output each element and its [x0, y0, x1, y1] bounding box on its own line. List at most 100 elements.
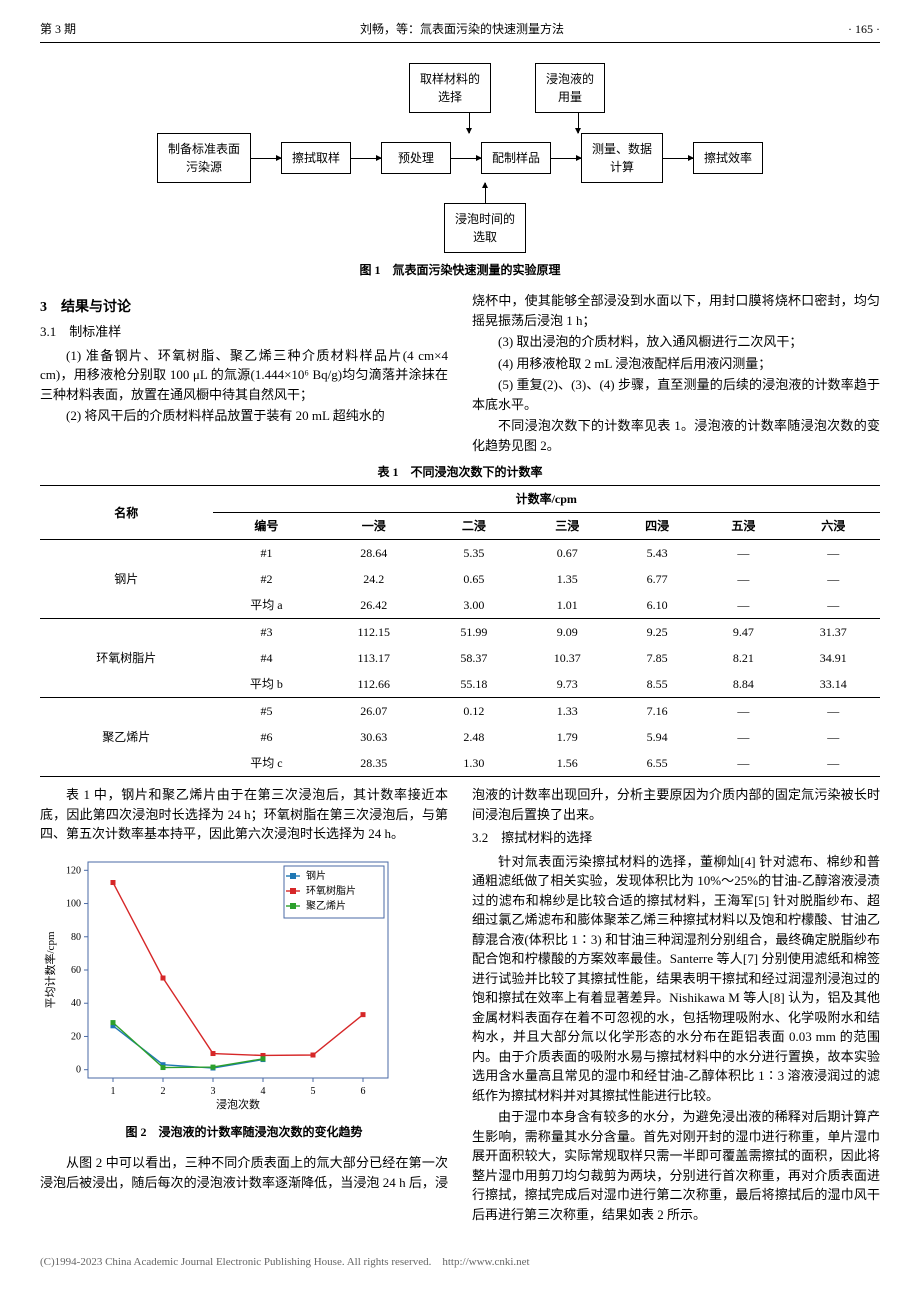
td-cell: 2.48 [427, 724, 520, 750]
td-cell: 平均 a [213, 592, 321, 619]
th-col: 编号 [213, 513, 321, 540]
td-cell: 1.33 [521, 698, 614, 725]
ytick: 120 [66, 865, 81, 876]
th-name: 名称 [40, 486, 213, 540]
td-cell: 1.56 [521, 750, 614, 777]
xtick: 4 [261, 1086, 266, 1097]
ytick: 80 [71, 931, 81, 942]
td-cell: — [787, 750, 880, 777]
xtick: 2 [161, 1086, 166, 1097]
td-cell: #1 [213, 540, 321, 567]
td-cell: — [787, 566, 880, 592]
td-cell: 1.79 [521, 724, 614, 750]
td-cell: 9.25 [614, 619, 700, 646]
td-cell: 0.65 [427, 566, 520, 592]
th-col: 一浸 [320, 513, 427, 540]
page-header: 第 3 期 刘畅，等：氚表面污染的快速测量方法 · 165 · [40, 20, 880, 43]
td-cell: 31.37 [787, 619, 880, 646]
legend-item: 钢片 [306, 869, 326, 882]
td-cell: 6.10 [614, 592, 700, 619]
para: 针对氚表面污染擦拭材料的选择，董柳灿[4] 针对滤布、棉纱和普通粗滤纸做了相关实… [472, 852, 880, 1106]
flow-arrow-up [485, 183, 486, 203]
td-cell: 9.73 [521, 671, 614, 698]
chart-svg: 020406080100120123456浸泡次数平均计数率/cpm钢片环氧树脂… [40, 852, 400, 1112]
td-cell: 58.37 [427, 645, 520, 671]
ylabel: 平均计数率/cpm [43, 931, 57, 1008]
xtick: 6 [361, 1086, 366, 1097]
td-cell: 6.55 [614, 750, 700, 777]
td-cell: 8.55 [614, 671, 700, 698]
xtick: 5 [311, 1086, 316, 1097]
td-cell: #6 [213, 724, 321, 750]
td-cell: — [787, 592, 880, 619]
td-cell: 1.35 [521, 566, 614, 592]
para: (3) 取出浸泡的介质材料，放入通风橱进行二次风干； [472, 332, 880, 352]
td-cell: #3 [213, 619, 321, 646]
para: 烧杯中，使其能够全部浸没到水面以下，用封口膜将烧杯口密封，均匀摇晃振荡后浸泡 1… [472, 291, 880, 330]
td-cell: 112.15 [320, 619, 427, 646]
td-cell: 8.84 [700, 671, 786, 698]
flowchart-fig1: 取样材料的 选择 浸泡液的 用量 制备标准表面 污染源 擦拭取样 预处理 配制样… [40, 63, 880, 253]
th-col: 二浸 [427, 513, 520, 540]
header-center: 刘畅，等：氚表面污染的快速测量方法 [360, 20, 564, 38]
para: 表 1 中，钢片和聚乙烯片由于在第三次浸泡后，其计数率接近本底，因此第四次浸泡时… [40, 785, 448, 844]
td-cell: 0.67 [521, 540, 614, 567]
para: 不同浸泡次数下的计数率见表 1。浸泡液的计数率随浸泡次数的变化趋势见图 2。 [472, 416, 880, 455]
td-cell: #5 [213, 698, 321, 725]
td-cell: 9.47 [700, 619, 786, 646]
td-cell: 5.94 [614, 724, 700, 750]
td-cell: 6.77 [614, 566, 700, 592]
ytick: 100 [66, 898, 81, 909]
td-cell: 5.35 [427, 540, 520, 567]
td-cell: — [700, 750, 786, 777]
footer: (C)1994-2023 China Academic Journal Elec… [40, 1254, 880, 1271]
ytick: 0 [76, 1064, 81, 1075]
flow-arrow [251, 158, 281, 159]
td-cell: 平均 b [213, 671, 321, 698]
td-cell: #2 [213, 566, 321, 592]
td-group: 钢片 [40, 540, 213, 619]
td-cell: 9.09 [521, 619, 614, 646]
td-group: 环氧树脂片 [40, 619, 213, 698]
flow-box: 预处理 [381, 142, 451, 174]
flow-box: 配制样品 [481, 142, 551, 174]
xtick: 1 [111, 1086, 116, 1097]
td-cell: 112.66 [320, 671, 427, 698]
td-cell: 7.85 [614, 645, 700, 671]
td-cell: 1.01 [521, 592, 614, 619]
table1-caption: 表 1 不同浸泡次数下的计数率 [40, 463, 880, 481]
td-cell: — [787, 724, 880, 750]
td-cell: — [700, 698, 786, 725]
para: (4) 用移液枪取 2 mL 浸泡液配样后用液闪测量； [472, 354, 880, 374]
td-cell: 8.21 [700, 645, 786, 671]
flow-box: 擦拭取样 [281, 142, 351, 174]
flow-arrow-down [469, 113, 470, 133]
flow-box: 浸泡液的 用量 [535, 63, 605, 113]
flow-box: 擦拭效率 [693, 142, 763, 174]
flow-arrow-down [578, 113, 579, 133]
xlabel: 浸泡次数 [216, 1097, 260, 1111]
heading-31: 3.1 制标准样 [40, 322, 448, 342]
flow-box: 取样材料的 选择 [409, 63, 491, 113]
td-group: 聚乙烯片 [40, 698, 213, 777]
heading-32: 3.2 擦拭材料的选择 [472, 828, 880, 848]
td-cell: 113.17 [320, 645, 427, 671]
fig2-caption: 图 2 浸泡液的计数率随浸泡次数的变化趋势 [40, 1123, 448, 1141]
td-cell: 26.42 [320, 592, 427, 619]
legend-item: 聚乙烯片 [306, 899, 346, 912]
fig2-chart: 020406080100120123456浸泡次数平均计数率/cpm钢片环氧树脂… [40, 852, 448, 1142]
td-cell: 24.2 [320, 566, 427, 592]
td-cell: 34.91 [787, 645, 880, 671]
td-cell: 26.07 [320, 698, 427, 725]
td-cell: 1.30 [427, 750, 520, 777]
td-cell: 28.35 [320, 750, 427, 777]
td-cell: 30.63 [320, 724, 427, 750]
th-col: 六浸 [787, 513, 880, 540]
flow-box: 浸泡时间的 选取 [444, 203, 526, 253]
header-left: 第 3 期 [40, 20, 76, 38]
para: (2) 将风干后的介质材料样品放置于装有 20 mL 超纯水的 [40, 406, 448, 426]
td-cell: 0.12 [427, 698, 520, 725]
td-cell: 5.43 [614, 540, 700, 567]
th-col: 四浸 [614, 513, 700, 540]
td-cell: — [700, 724, 786, 750]
